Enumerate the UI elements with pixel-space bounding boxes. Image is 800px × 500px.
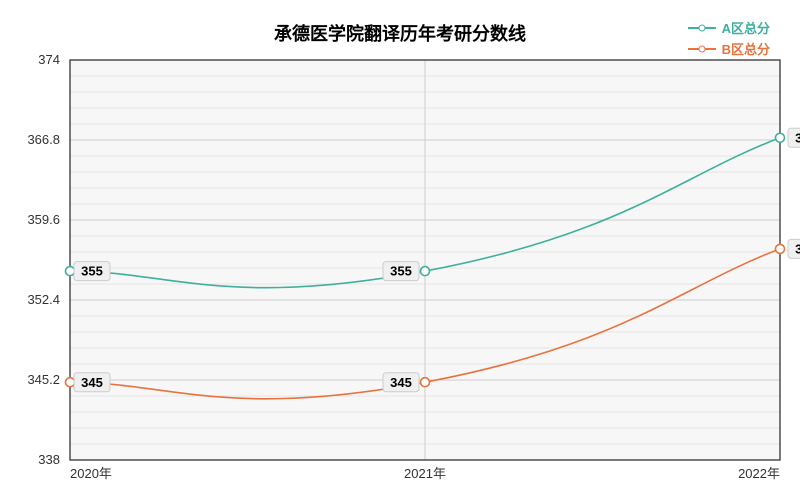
legend-label: A区总分 (722, 18, 770, 37)
legend-item: A区总分 (688, 18, 770, 37)
svg-text:352.4: 352.4 (27, 292, 60, 307)
svg-text:2022年: 2022年 (738, 466, 780, 481)
svg-text:345: 345 (81, 375, 103, 390)
legend: A区总分 B区总分 (688, 18, 770, 60)
svg-text:367: 367 (795, 130, 800, 145)
svg-text:359.6: 359.6 (27, 212, 60, 227)
svg-text:374: 374 (38, 52, 60, 67)
svg-text:2021年: 2021年 (404, 466, 446, 481)
svg-text:2020年: 2020年 (70, 466, 112, 481)
svg-text:357: 357 (795, 241, 800, 256)
svg-text:338: 338 (38, 452, 60, 467)
svg-text:366.8: 366.8 (27, 132, 60, 147)
svg-text:355: 355 (390, 264, 412, 279)
svg-text:345: 345 (390, 375, 412, 390)
score-line-chart: 338 345.2 352.4 359.6 366.8 374 2020年 2021年 2022… (0, 0, 800, 500)
chart-svg: 338 345.2 352.4 359.6 366.8 374 2020年 2021年 2022… (0, 0, 800, 500)
svg-text:345.2: 345.2 (27, 372, 60, 387)
legend-label: B区总分 (722, 39, 770, 58)
legend-item: B区总分 (688, 39, 770, 58)
chart-title: 承德医学院翻译历年考研分数线 (274, 20, 526, 46)
svg-text:355: 355 (81, 264, 103, 279)
